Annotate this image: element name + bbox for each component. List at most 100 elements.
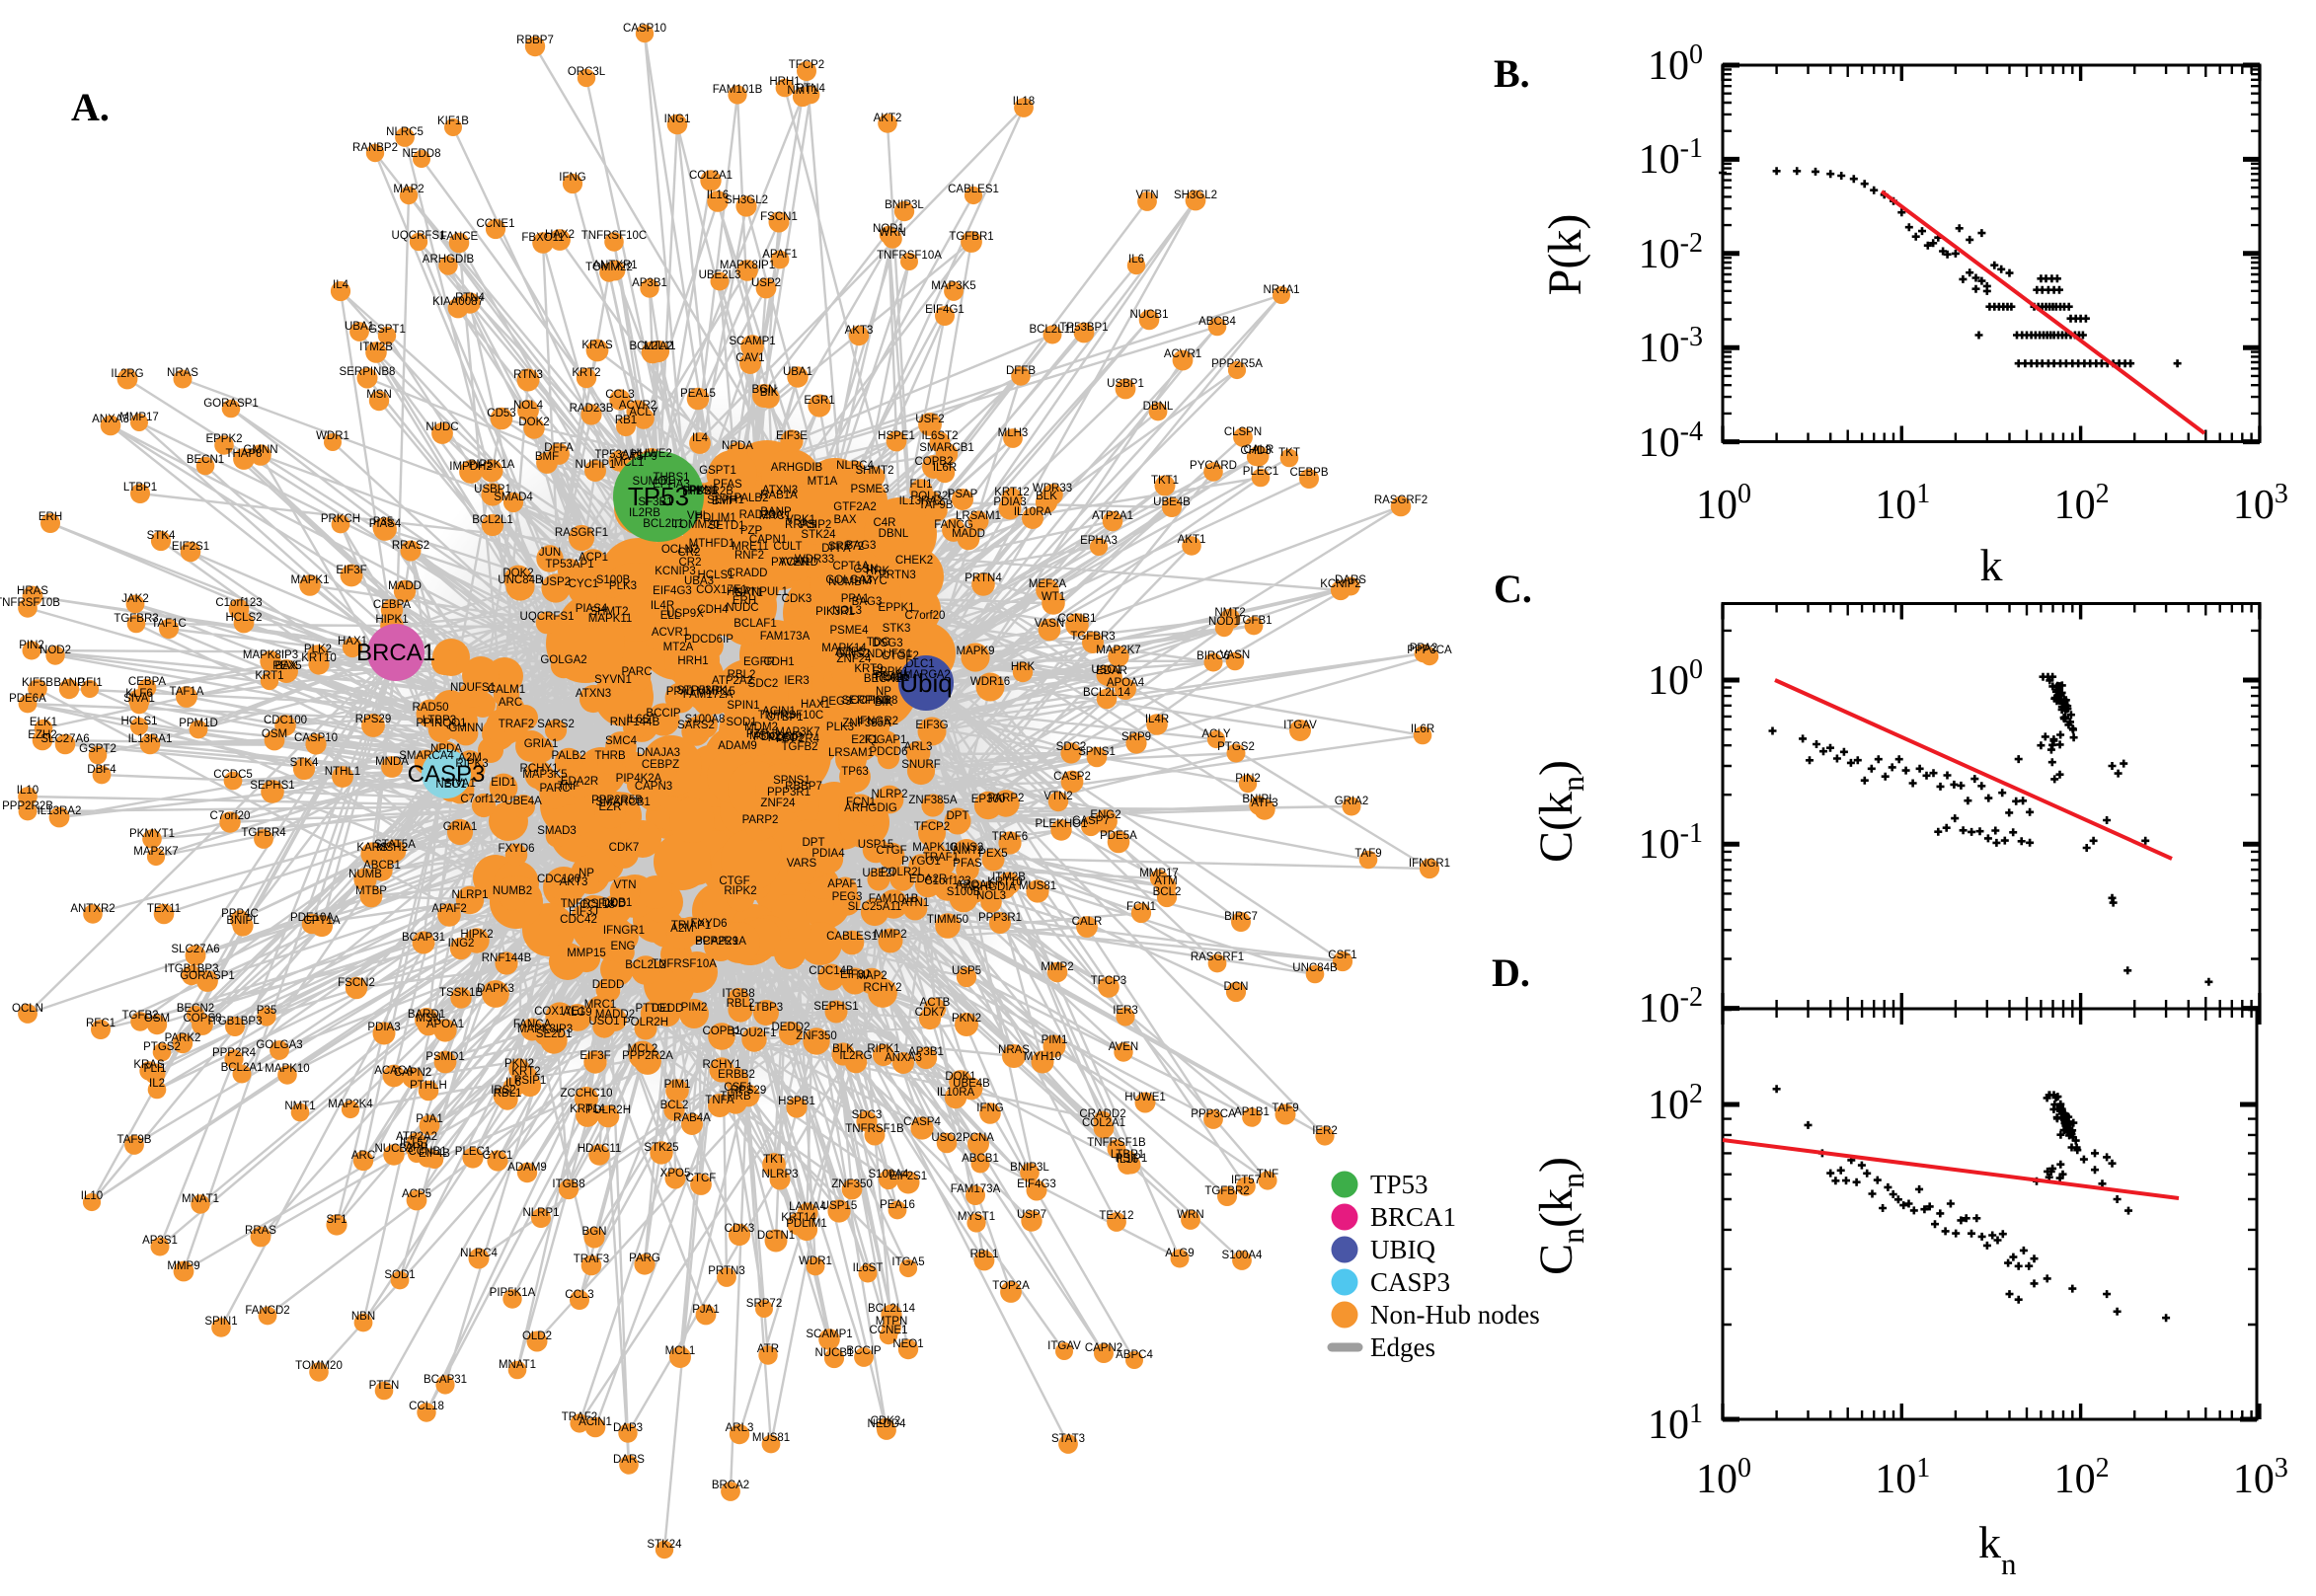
svg-text:MAPK8IP3: MAPK8IP3	[517, 1024, 573, 1035]
svg-text:TNFRSF10A: TNFRSF10A	[877, 250, 942, 262]
svg-text:EIF2S1: EIF2S1	[172, 541, 209, 553]
svg-text:TRIAP1: TRIAP1	[671, 920, 711, 932]
svg-text:ACVR1: ACVR1	[652, 627, 689, 639]
svg-text:PKN1: PKN1	[689, 485, 719, 496]
svg-text:EPPK1: EPPK1	[878, 602, 914, 614]
svg-text:CEBPZ: CEBPZ	[642, 759, 679, 771]
svg-text:PPA1: PPA1	[666, 686, 695, 698]
svg-text:DBNL: DBNL	[1143, 401, 1174, 413]
svg-text:TGFB2: TGFB2	[121, 1010, 158, 1022]
svg-text:GFI1: GFI1	[77, 677, 103, 689]
svg-text:NMT2: NMT2	[953, 845, 983, 857]
svg-text:OSM: OSM	[262, 728, 287, 740]
svg-text:GINS2: GINS2	[836, 648, 871, 660]
svg-text:FAM172A: FAM172A	[683, 689, 733, 701]
svg-text:Non-Hub nodes: Non-Hub nodes	[1370, 1300, 1540, 1330]
svg-text:SLC27A6: SLC27A6	[40, 733, 89, 745]
svg-text:102: 102	[1648, 1079, 1703, 1128]
svg-text:RCHY2: RCHY2	[864, 982, 902, 994]
svg-text:TNFA: TNFA	[705, 1095, 734, 1106]
svg-text:USO1: USO1	[1091, 664, 1121, 676]
svg-text:P35: P35	[373, 516, 393, 528]
svg-text:CCNB1: CCNB1	[1058, 613, 1097, 625]
svg-text:WRN: WRN	[879, 227, 905, 239]
svg-text:PIAS4: PIAS4	[369, 518, 402, 530]
svg-text:PARC: PARC	[621, 666, 652, 678]
svg-text:TNFRSF10C: TNFRSF10C	[581, 230, 647, 242]
svg-text:P(k): P(k)	[1539, 214, 1591, 296]
svg-text:THBS1: THBS1	[653, 472, 689, 484]
svg-text:IL4R: IL4R	[1145, 714, 1169, 725]
svg-text:ARC: ARC	[499, 697, 522, 709]
svg-text:CCL3: CCL3	[605, 389, 634, 401]
svg-text:CDK3: CDK3	[725, 1223, 755, 1235]
svg-text:PPP3R1: PPP3R1	[978, 912, 1022, 924]
svg-text:NOL4: NOL4	[513, 400, 544, 412]
svg-text:UNC84B: UNC84B	[1292, 962, 1338, 974]
svg-text:CASP3: CASP3	[1370, 1267, 1450, 1297]
svg-text:MRC1: MRC1	[759, 510, 792, 522]
svg-text:BMF: BMF	[535, 451, 559, 463]
svg-text:MEF2A: MEF2A	[1029, 578, 1067, 590]
svg-text:EIF3G: EIF3G	[915, 720, 948, 731]
svg-text:TRAF2: TRAF2	[562, 1411, 597, 1423]
svg-text:RBL2: RBL2	[728, 669, 756, 681]
svg-text:TP53AP1: TP53AP1	[594, 449, 643, 461]
svg-text:GRIA2: GRIA2	[1335, 796, 1369, 807]
svg-text:PRKCH: PRKCH	[321, 513, 360, 525]
svg-text:CASP9: CASP9	[620, 451, 657, 463]
svg-text:GMNN: GMNN	[243, 444, 277, 456]
svg-text:KIF5B: KIF5B	[22, 677, 53, 689]
svg-text:PIN2: PIN2	[19, 640, 44, 651]
svg-text:TKT: TKT	[1278, 447, 1300, 459]
svg-text:RTN3: RTN3	[513, 369, 543, 381]
svg-text:SDC3: SDC3	[852, 1109, 883, 1121]
svg-text:MTHFD1: MTHFD1	[689, 538, 735, 550]
svg-text:PARK2: PARK2	[165, 1032, 201, 1044]
svg-text:GRIA1: GRIA1	[443, 821, 478, 833]
svg-text:WT1: WT1	[1042, 591, 1065, 603]
svg-text:BANP: BANP	[53, 677, 85, 689]
svg-text:OCLN: OCLN	[12, 1003, 43, 1015]
svg-text:NP: NP	[579, 868, 594, 879]
svg-text:USP7: USP7	[1017, 1209, 1046, 1221]
svg-text:EIF4B: EIF4B	[419, 1148, 450, 1160]
svg-text:ABCB4: ABCB4	[1198, 316, 1236, 328]
svg-text:PDLIM1: PDLIM1	[786, 1218, 827, 1230]
svg-text:BAG3: BAG3	[846, 540, 877, 552]
svg-text:PDCD6IP: PDCD6IP	[684, 634, 733, 646]
svg-text:MAP2K4: MAP2K4	[328, 1099, 373, 1110]
svg-text:KRT12: KRT12	[994, 487, 1030, 498]
svg-text:SLC25A11: SLC25A11	[848, 901, 902, 913]
svg-text:ARL3: ARL3	[904, 741, 933, 753]
svg-text:CCNE1: CCNE1	[477, 218, 515, 230]
svg-text:MCL1: MCL1	[614, 457, 645, 469]
svg-text:MCL1: MCL1	[665, 1345, 696, 1357]
svg-text:101: 101	[1648, 1399, 1703, 1448]
svg-text:BCLAF1: BCLAF1	[733, 618, 776, 630]
svg-text:PLK3: PLK3	[609, 580, 637, 592]
svg-text:TGFBR2: TGFBR2	[1204, 1185, 1249, 1197]
svg-text:FANCG: FANCG	[934, 519, 973, 531]
svg-text:CEBPB: CEBPB	[1290, 467, 1329, 479]
svg-text:RTN4: RTN4	[796, 83, 825, 95]
svg-text:MSN: MSN	[416, 1013, 441, 1025]
svg-text:NUCB1: NUCB1	[815, 1347, 854, 1359]
svg-text:UBIQ: UBIQ	[1370, 1235, 1435, 1264]
svg-text:TOMM22: TOMM22	[585, 262, 633, 273]
svg-text:CDK2: CDK2	[871, 1415, 901, 1427]
svg-text:IER3: IER3	[1113, 1005, 1138, 1017]
svg-text:MAPK1: MAPK1	[291, 574, 330, 586]
svg-text:LTBP1: LTBP1	[123, 482, 157, 494]
svg-text:PJA1: PJA1	[416, 1113, 443, 1125]
svg-text:PYCARD: PYCARD	[1190, 460, 1237, 472]
svg-text:E2F1: E2F1	[851, 734, 879, 746]
svg-text:GOLGA2: GOLGA2	[540, 654, 586, 666]
svg-text:RCHY1: RCHY1	[703, 1059, 741, 1071]
svg-text:DEDD2: DEDD2	[772, 1022, 811, 1033]
svg-text:EDA2R: EDA2R	[909, 874, 947, 885]
svg-text:SCAMP1: SCAMP1	[806, 1329, 852, 1340]
svg-text:CTCF: CTCF	[686, 1173, 717, 1184]
svg-text:STK24: STK24	[801, 529, 836, 541]
svg-text:ACTB: ACTB	[920, 997, 951, 1009]
